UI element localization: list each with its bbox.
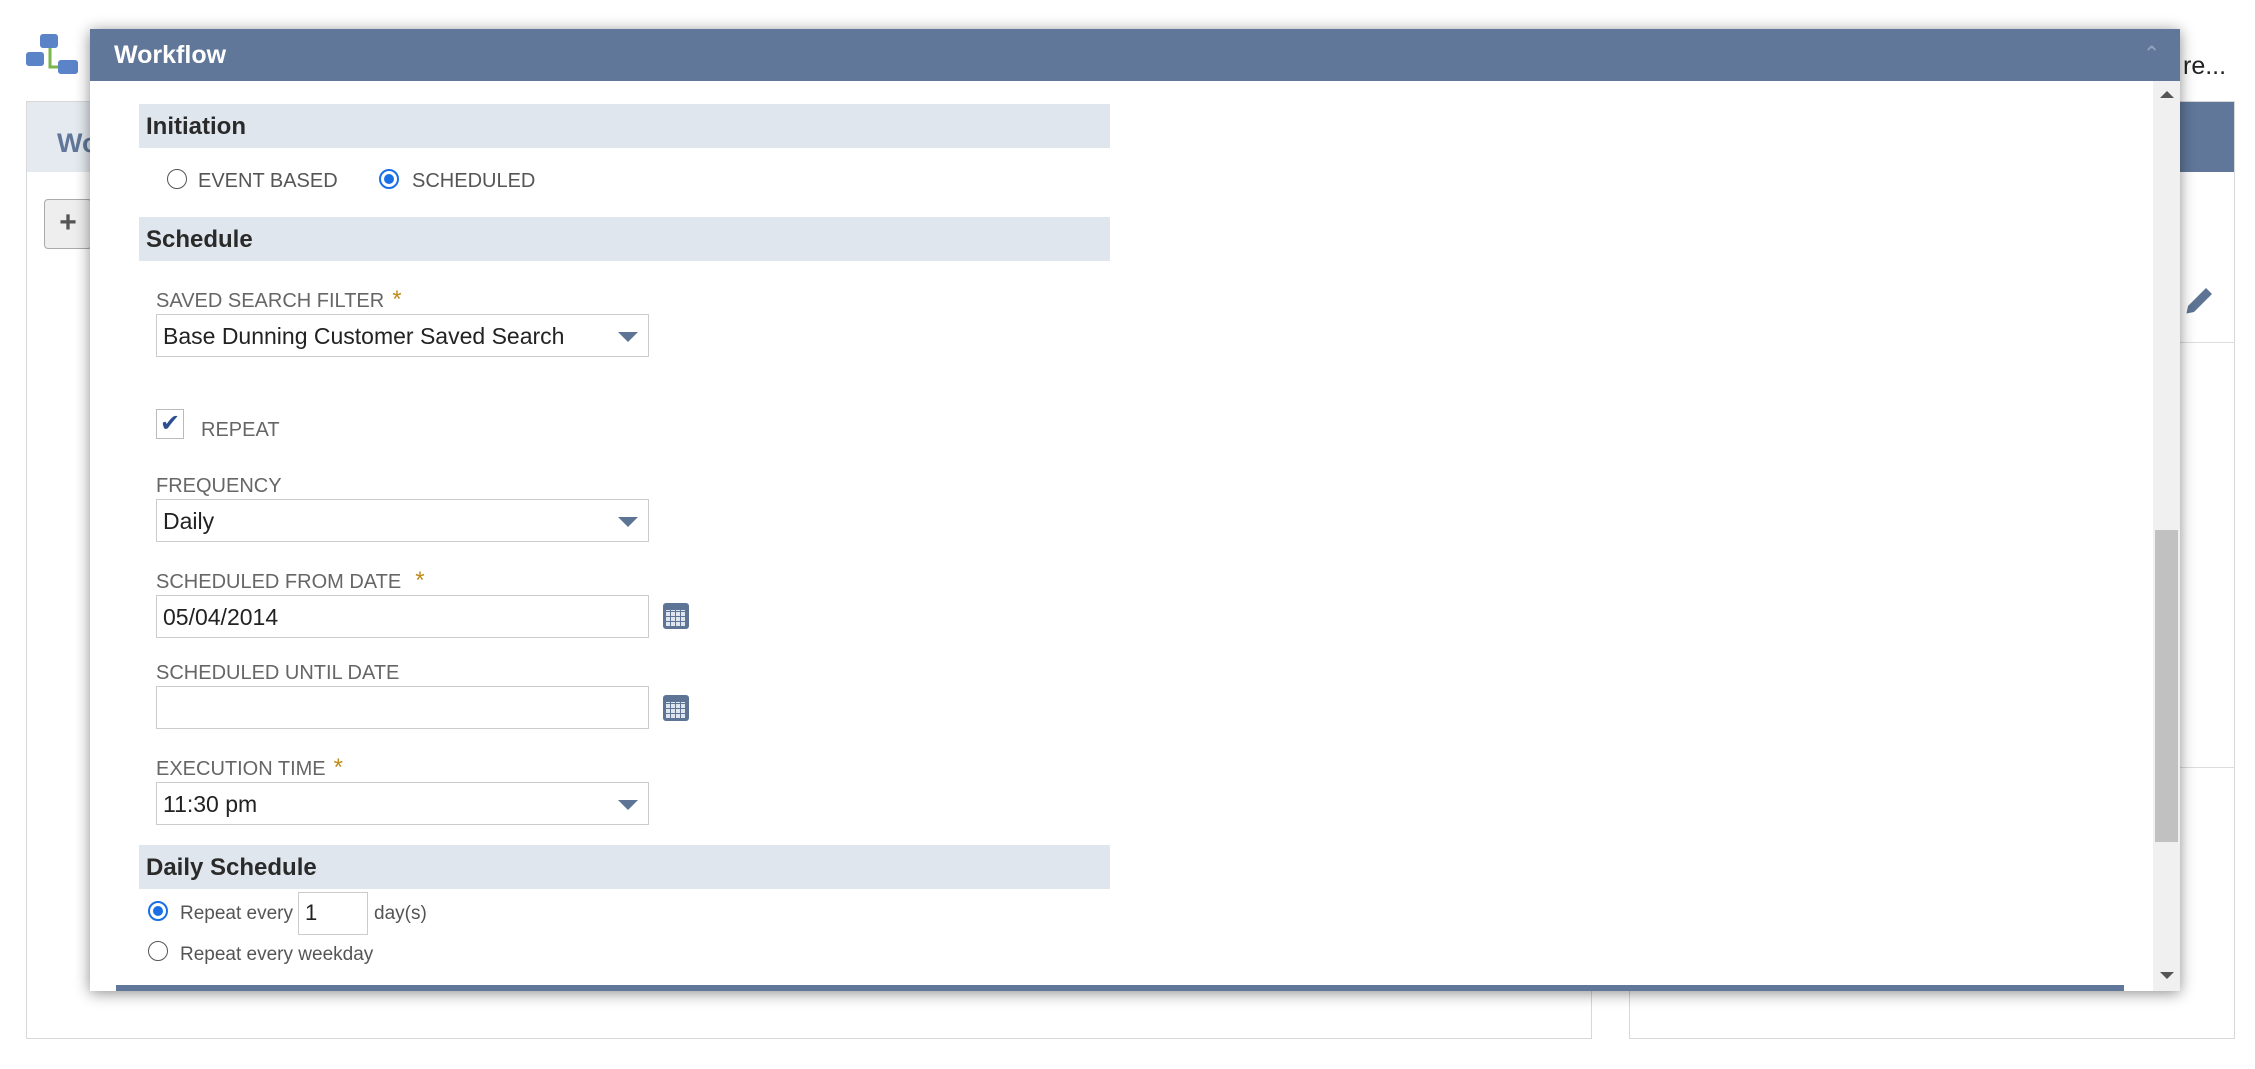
more-link[interactable]: re... bbox=[2183, 52, 2227, 80]
scheduled-label: SCHEDULED bbox=[412, 170, 536, 192]
repeat-weekday-label: Repeat every weekday bbox=[180, 944, 374, 965]
repeat-label: REPEAT bbox=[201, 419, 280, 441]
scheduled-radio[interactable] bbox=[379, 169, 399, 189]
days-unit-label: day(s) bbox=[374, 903, 427, 924]
add-button[interactable]: + bbox=[44, 199, 92, 249]
execution-time-label: EXECUTION TIME * bbox=[156, 754, 343, 781]
repeat-every-label: Repeat every bbox=[180, 903, 294, 924]
saved-search-select[interactable]: Base Dunning Customer Saved Search bbox=[156, 314, 649, 357]
schedule-section-title: Schedule bbox=[139, 217, 1110, 261]
repeat-checkbox[interactable]: ✔ bbox=[156, 409, 184, 439]
until-date-input[interactable] bbox=[156, 686, 649, 729]
saved-search-label: SAVED SEARCH FILTER * bbox=[156, 286, 402, 313]
modal-header: Workflow ⌃ bbox=[90, 29, 2180, 81]
scrollbar-thumb[interactable] bbox=[2155, 530, 2178, 842]
scrollbar[interactable] bbox=[2153, 81, 2180, 991]
scroll-up-icon[interactable] bbox=[2160, 91, 2174, 98]
daily-schedule-section-title: Daily Schedule bbox=[139, 845, 1110, 889]
chevron-down-icon bbox=[618, 517, 638, 527]
execution-time-select[interactable]: 11:30 pm bbox=[156, 782, 649, 825]
repeat-every-radio[interactable] bbox=[148, 901, 168, 921]
from-date-label: SCHEDULED FROM DATE * bbox=[156, 567, 425, 594]
modal-footer-bar bbox=[116, 985, 2124, 991]
until-date-label: SCHEDULED UNTIL DATE bbox=[156, 662, 400, 684]
chevron-down-icon bbox=[618, 800, 638, 810]
repeat-days-input[interactable]: 1 bbox=[298, 892, 368, 935]
event-based-radio[interactable] bbox=[167, 169, 187, 189]
frequency-label: FREQUENCY bbox=[156, 475, 282, 497]
workflow-modal: Workflow ⌃ Initiation EVENT BASED SCHEDU… bbox=[90, 29, 2180, 991]
chevron-down-icon bbox=[618, 332, 638, 342]
event-based-label: EVENT BASED bbox=[198, 170, 338, 192]
chevron-up-icon[interactable]: ⌃ bbox=[2143, 43, 2160, 65]
frequency-select[interactable]: Daily bbox=[156, 499, 649, 542]
calendar-icon[interactable] bbox=[663, 603, 689, 629]
from-date-input[interactable]: 05/04/2014 bbox=[156, 595, 649, 638]
calendar-icon[interactable] bbox=[663, 695, 689, 721]
workflow-logo-icon bbox=[26, 34, 78, 74]
modal-title: Workflow bbox=[114, 41, 227, 69]
scroll-down-icon[interactable] bbox=[2160, 972, 2174, 979]
pencil-icon[interactable] bbox=[2182, 282, 2218, 318]
repeat-weekday-radio[interactable] bbox=[148, 941, 168, 961]
initiation-section-title: Initiation bbox=[139, 104, 1110, 148]
